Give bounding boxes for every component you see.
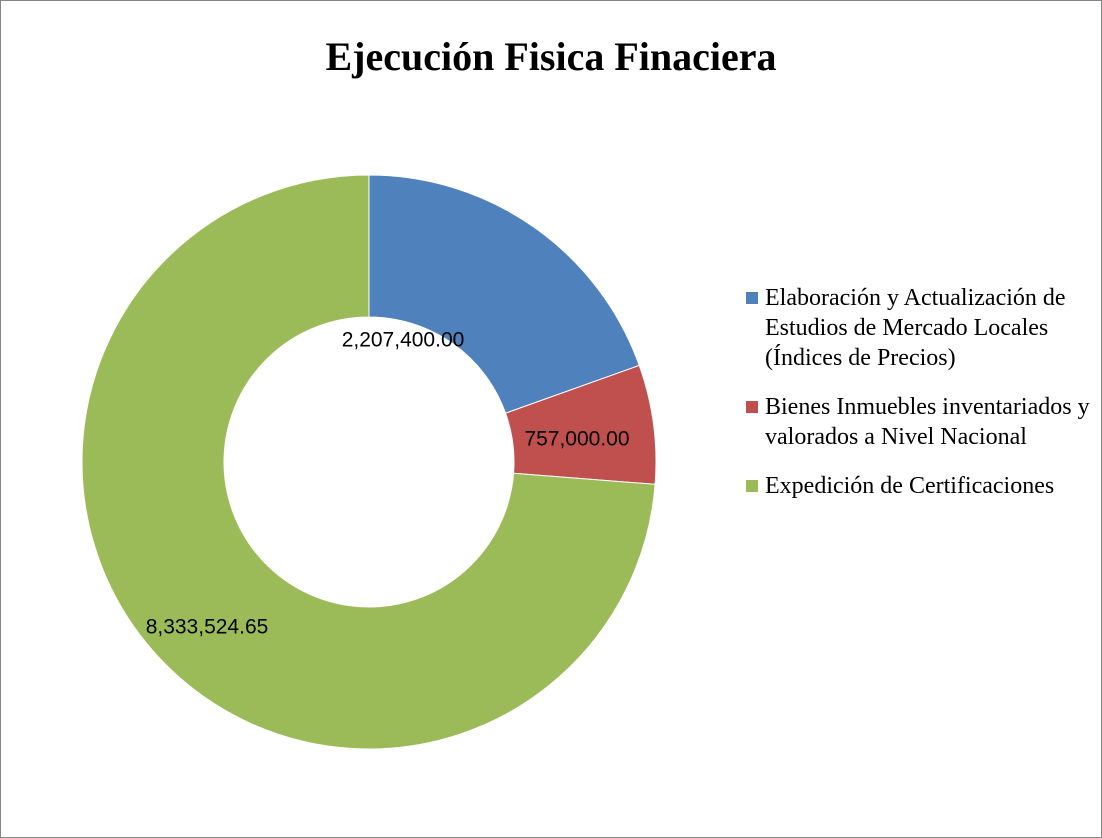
- chart-title: Ejecución Fisica Finaciera: [325, 34, 776, 79]
- data-label: 2,207,400.00: [342, 329, 465, 352]
- legend-entry: Bienes Inmuebles inventariados y valorad…: [746, 392, 1091, 452]
- donut-slice: [368, 174, 640, 414]
- legend-entry: Expedición de Certificaciones: [746, 471, 1091, 501]
- legend-swatch: [746, 401, 758, 413]
- donut-slice: [81, 174, 656, 750]
- legend-entry: Elaboración y Actualización de Estudios …: [746, 283, 1091, 373]
- legend-swatch: [746, 292, 758, 304]
- legend-label: Elaboración y Actualización de Estudios …: [765, 285, 1066, 371]
- legend-swatch: [746, 480, 758, 492]
- data-label: 8,333,524.65: [146, 616, 269, 639]
- legend-label: Bienes Inmuebles inventariados y valorad…: [765, 394, 1090, 450]
- legend: Elaboración y Actualización de Estudios …: [746, 283, 1091, 520]
- data-label: 757,000.00: [524, 428, 629, 451]
- legend-label: Expedición de Certificaciones: [765, 473, 1055, 499]
